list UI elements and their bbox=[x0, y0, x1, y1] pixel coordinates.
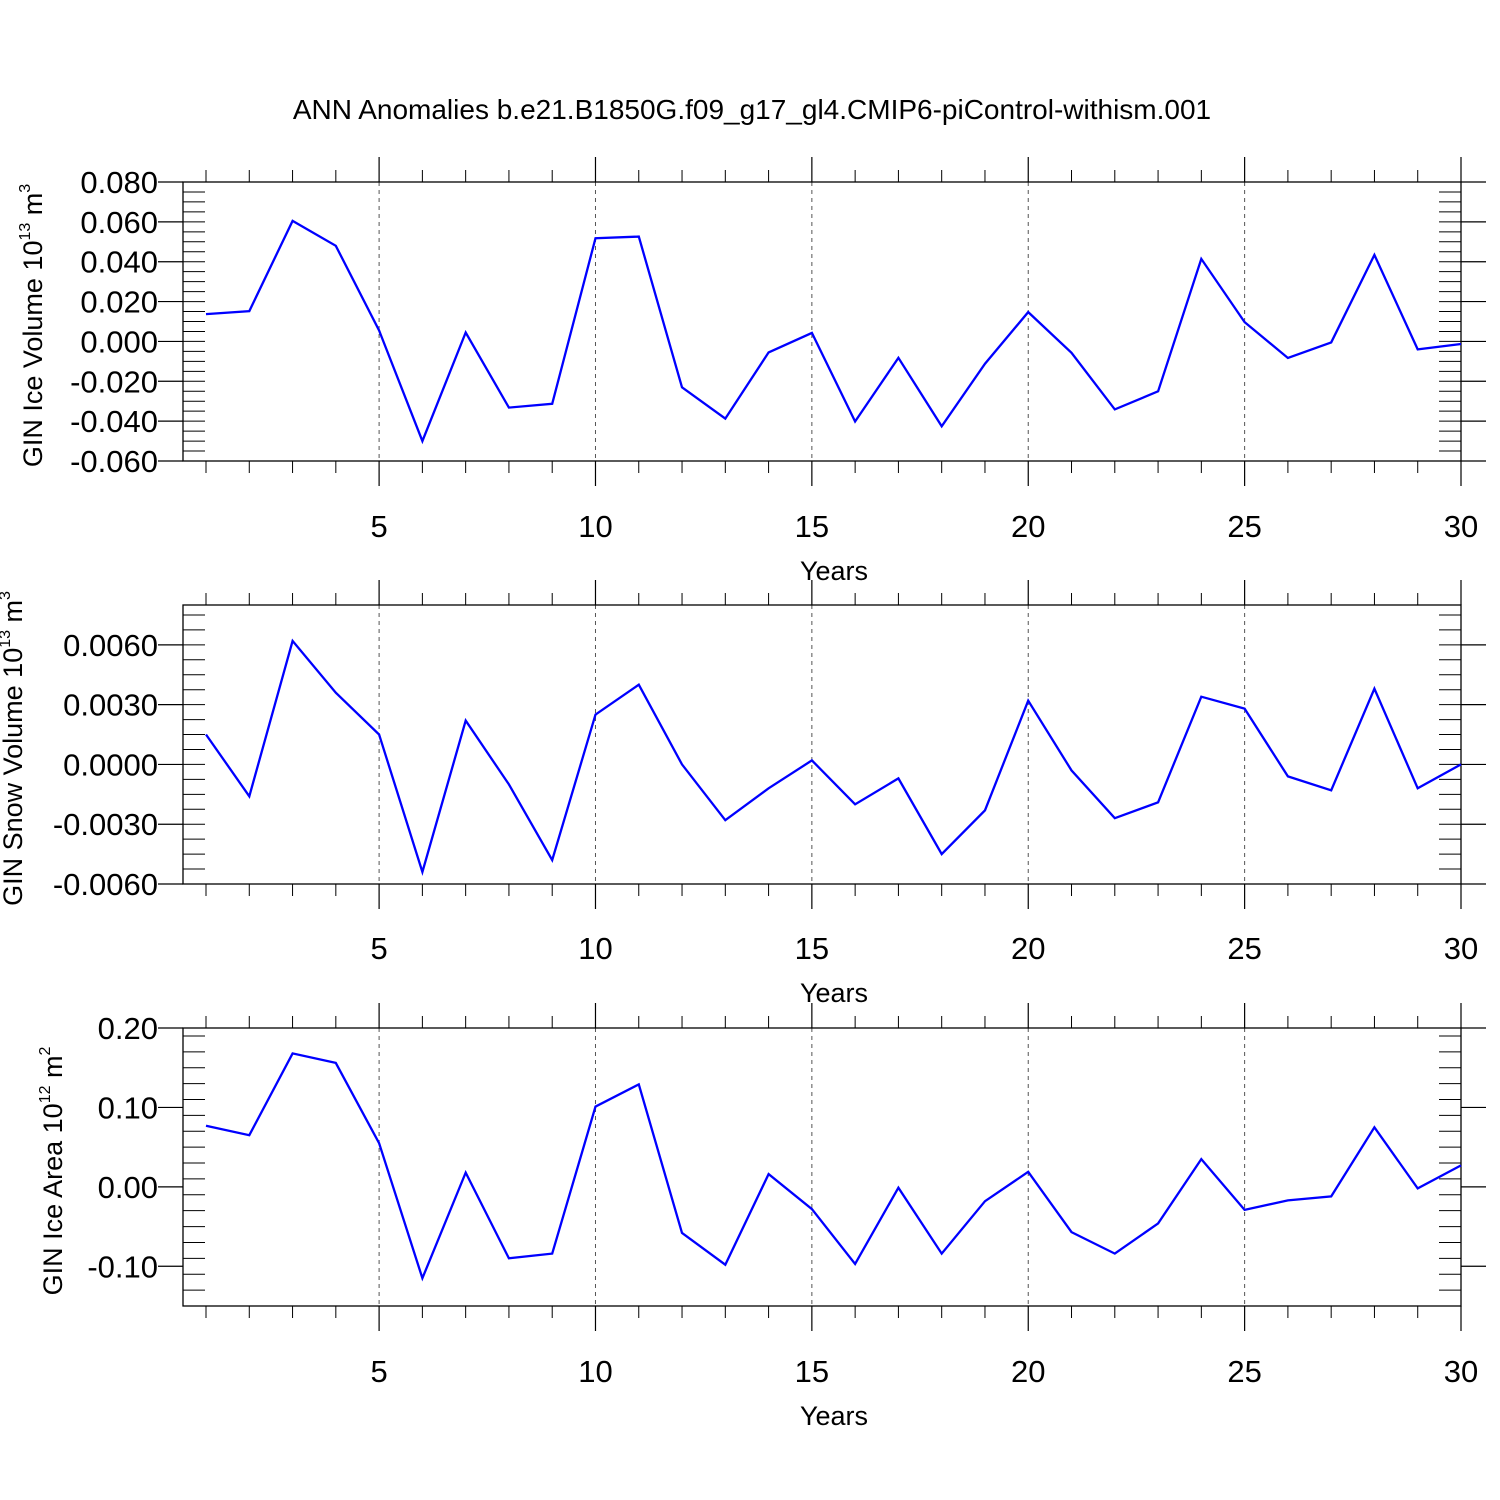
x-tick-label: 10 bbox=[578, 509, 612, 544]
series-line-1 bbox=[205, 219, 1462, 445]
y-tick-label: 0.060 bbox=[80, 205, 158, 240]
y-tick-label: 0.00 bbox=[98, 1170, 158, 1205]
x-tick-label: 20 bbox=[1011, 509, 1045, 544]
chart-panel-2: 5 10 15 20 25 30 -0.0060 -0.0030 0.0000 0.0030 0.0… bbox=[0, 580, 1486, 1008]
x-tick-label: 25 bbox=[1227, 931, 1261, 966]
y-tick-label: -0.0060 bbox=[53, 867, 158, 902]
y-tick-label: 0.10 bbox=[98, 1090, 158, 1125]
series-line-1 bbox=[205, 638, 1462, 876]
x-axis-label: Years bbox=[800, 1401, 868, 1431]
y-tick-label: 0.020 bbox=[80, 285, 158, 320]
y-tick-label: -0.040 bbox=[70, 404, 158, 439]
x-tick-label: 20 bbox=[1011, 931, 1045, 966]
x-tick-label: 10 bbox=[578, 1354, 612, 1389]
y-tick-label: 0.000 bbox=[80, 324, 158, 359]
chart-panel-1: 5 10 15 20 25 30 -0.060 -0.040 -0.020 0.000 0.020 0… bbox=[17, 157, 1486, 586]
plot-frame bbox=[182, 1027, 1462, 1307]
chart-panel-3: 5 10 15 20 25 30 -0.10 0.00 0.10 0.20 Years GIN Ice… bbox=[37, 1003, 1486, 1431]
y-tick-label: 0.040 bbox=[80, 245, 158, 280]
x-tick-label: 20 bbox=[1011, 1354, 1045, 1389]
y-tick-label: 0.0030 bbox=[63, 688, 158, 723]
figure-title: ANN Anomalies b.e21.B1850G.f09_g17_gl4.C… bbox=[293, 94, 1211, 125]
y-tick-label: -0.020 bbox=[70, 364, 158, 399]
x-axis-label: Years bbox=[800, 978, 868, 1008]
x-tick-label: 30 bbox=[1444, 509, 1478, 544]
y-tick-label: 0.080 bbox=[80, 165, 158, 200]
x-tick-label: 30 bbox=[1444, 1354, 1478, 1389]
plot-frame bbox=[182, 604, 1462, 885]
y-tick-label: 0.20 bbox=[98, 1011, 158, 1046]
x-tick-label: 30 bbox=[1444, 931, 1478, 966]
x-tick-label: 5 bbox=[370, 509, 387, 544]
y-axis-label: GIN Ice Area 1012 m2 bbox=[37, 1047, 68, 1296]
y-axis-label: GIN Ice Volume 1013 m3 bbox=[17, 184, 48, 467]
x-tick-label: 15 bbox=[795, 509, 829, 544]
y-tick-label: -0.060 bbox=[70, 444, 158, 479]
y-tick-label: 0.0060 bbox=[63, 628, 158, 663]
x-tick-label: 25 bbox=[1227, 1354, 1261, 1389]
y-tick-label: -0.0030 bbox=[53, 807, 158, 842]
x-tick-label: 15 bbox=[795, 1354, 829, 1389]
x-tick-label: 5 bbox=[370, 931, 387, 966]
y-tick-label: 0.0000 bbox=[63, 747, 158, 782]
x-axis-label: Years bbox=[800, 556, 868, 586]
x-tick-label: 25 bbox=[1227, 509, 1261, 544]
x-tick-label: 10 bbox=[578, 931, 612, 966]
y-axis-label: GIN Snow Volume 1013 m3 bbox=[0, 591, 28, 906]
x-tick-label: 5 bbox=[370, 1354, 387, 1389]
series-line-1 bbox=[205, 1052, 1462, 1282]
x-tick-label: 15 bbox=[795, 931, 829, 966]
y-tick-label: -0.10 bbox=[87, 1249, 158, 1284]
